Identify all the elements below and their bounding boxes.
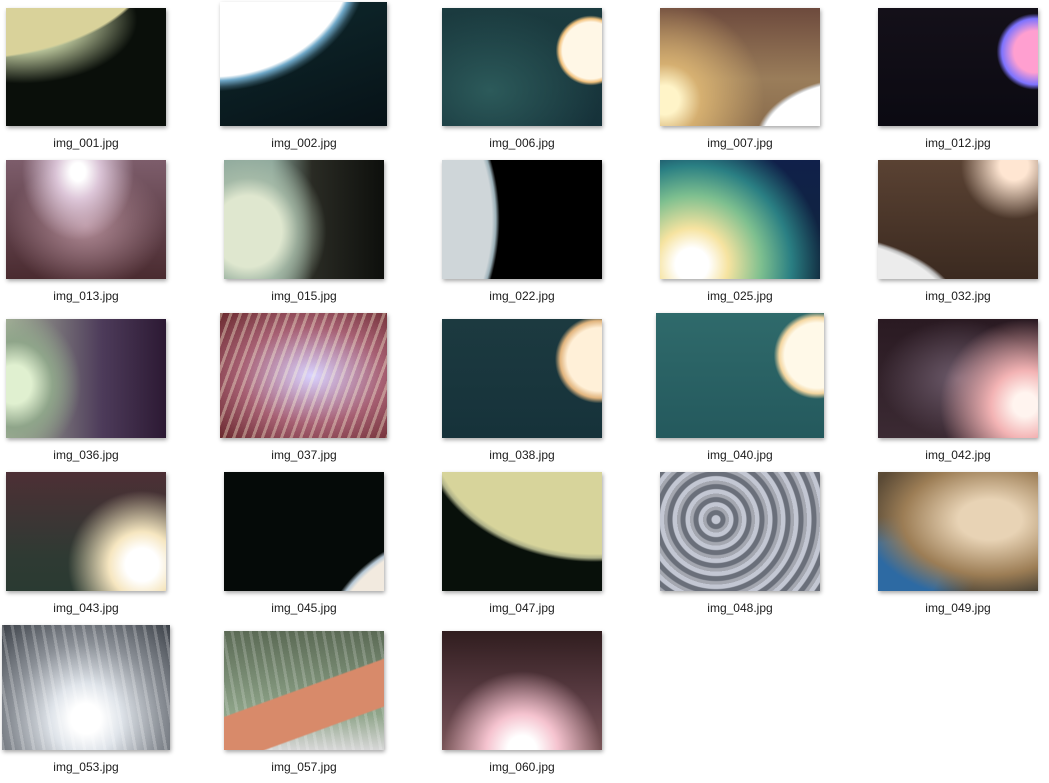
file-name[interactable]: img_047.jpg <box>417 601 627 615</box>
thumbnail-image[interactable] <box>442 8 602 126</box>
file-name[interactable]: img_006.jpg <box>417 136 627 150</box>
thumbnail-image[interactable] <box>442 319 602 438</box>
file-name[interactable]: img_037.jpg <box>199 448 409 462</box>
file-name[interactable]: img_045.jpg <box>199 601 409 615</box>
file-name[interactable]: img_043.jpg <box>0 601 191 615</box>
thumbnail-image[interactable] <box>224 472 384 591</box>
file-name[interactable]: img_032.jpg <box>853 289 1049 303</box>
file-name[interactable]: img_060.jpg <box>417 760 627 774</box>
file-name[interactable]: img_013.jpg <box>0 289 191 303</box>
file-name[interactable]: img_001.jpg <box>0 136 191 150</box>
thumbnail-image[interactable] <box>660 472 820 591</box>
thumbnail-image[interactable] <box>224 160 384 279</box>
thumbnail-image[interactable] <box>878 160 1038 279</box>
thumbnail-image[interactable] <box>442 472 602 591</box>
file-name[interactable]: img_015.jpg <box>199 289 409 303</box>
file-name[interactable]: img_040.jpg <box>635 448 845 462</box>
file-name[interactable]: img_025.jpg <box>635 289 845 303</box>
file-name[interactable]: img_053.jpg <box>0 760 191 774</box>
thumbnail-image[interactable] <box>878 8 1038 126</box>
file-name[interactable]: img_057.jpg <box>199 760 409 774</box>
thumbnail-image[interactable] <box>220 313 387 438</box>
thumbnail-image[interactable] <box>878 472 1038 591</box>
file-name[interactable]: img_012.jpg <box>853 136 1049 150</box>
thumbnail-image[interactable] <box>660 160 820 279</box>
file-name[interactable]: img_042.jpg <box>853 448 1049 462</box>
file-name[interactable]: img_038.jpg <box>417 448 627 462</box>
thumbnail-image[interactable] <box>6 8 166 126</box>
thumbnail-image[interactable] <box>6 160 166 279</box>
thumbnail-image[interactable] <box>656 313 824 438</box>
file-name[interactable]: img_002.jpg <box>199 136 409 150</box>
thumbnail-image[interactable] <box>442 160 602 279</box>
thumbnail-image[interactable] <box>224 631 384 750</box>
file-name[interactable]: img_049.jpg <box>853 601 1049 615</box>
file-name[interactable]: img_048.jpg <box>635 601 845 615</box>
thumbnail-image[interactable] <box>660 8 820 126</box>
thumbnail-image[interactable] <box>6 472 166 591</box>
file-name[interactable]: img_022.jpg <box>417 289 627 303</box>
thumbnail-image[interactable] <box>6 319 166 438</box>
file-name[interactable]: img_007.jpg <box>635 136 845 150</box>
thumbnail-image[interactable] <box>442 631 602 750</box>
file-name[interactable]: img_036.jpg <box>0 448 191 462</box>
thumbnail-image[interactable] <box>878 319 1038 438</box>
thumbnail-image[interactable] <box>2 625 170 750</box>
thumbnail-image[interactable] <box>220 2 387 126</box>
